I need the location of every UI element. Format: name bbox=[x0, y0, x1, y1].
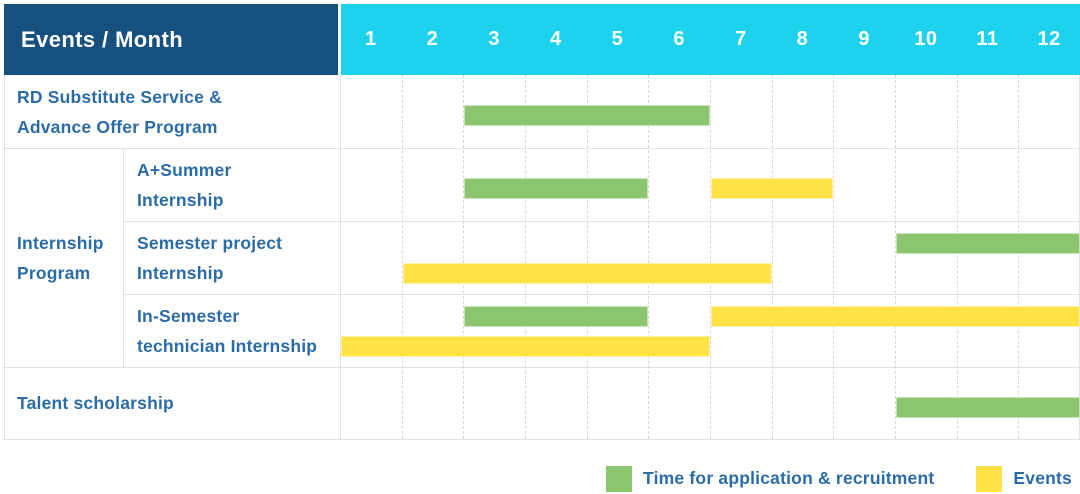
month-header-9: 9 bbox=[858, 28, 870, 50]
grid-border-left bbox=[4, 75, 5, 439]
row-separator-3 bbox=[4, 367, 1080, 368]
gantt-bar-application bbox=[464, 306, 649, 327]
month-gridline-6 bbox=[710, 75, 711, 439]
header-title: Events / Month bbox=[21, 26, 184, 52]
row-label-line: RD Substitute Service & bbox=[17, 86, 222, 107]
group-label-line: Program bbox=[17, 262, 91, 283]
month-gridline-3 bbox=[525, 75, 526, 439]
month-header-1: 1 bbox=[365, 28, 377, 50]
gantt-bar-event bbox=[711, 306, 1080, 327]
row-label-line: Talent scholarship bbox=[17, 393, 174, 413]
month-header-3: 3 bbox=[488, 28, 500, 50]
row-label-line: Internship bbox=[137, 262, 224, 283]
row-label-line: A+Summer bbox=[137, 159, 232, 180]
month-header-4: 4 bbox=[550, 28, 562, 50]
legend-item-application: Time for application & recruitment bbox=[606, 465, 935, 492]
label-grid-divider bbox=[340, 75, 341, 439]
grid-border-bottom bbox=[4, 439, 1080, 440]
row-label-0: RD Substitute Service & Advance Offer Pro… bbox=[17, 75, 334, 148]
month-header-5: 5 bbox=[611, 28, 624, 50]
legend-label-application: Time for application & recruitment bbox=[643, 468, 935, 488]
row-separator-1 bbox=[123, 221, 1080, 222]
gantt-bar-application bbox=[464, 105, 710, 126]
row-separator-0 bbox=[4, 148, 1080, 149]
month-header-6: 6 bbox=[673, 28, 685, 50]
gantt-bar-event bbox=[711, 178, 834, 199]
gantt-bar-event bbox=[402, 263, 772, 284]
gantt-bar-application bbox=[896, 233, 1080, 254]
month-gridline-11 bbox=[1018, 75, 1020, 439]
row-label-4: Talent scholarship bbox=[17, 367, 334, 439]
legend-label-event: Events bbox=[1013, 468, 1072, 488]
month-header-11: 11 bbox=[976, 28, 999, 50]
month-gridline-2 bbox=[463, 75, 465, 439]
group-label-line: Internship bbox=[17, 232, 104, 253]
month-gridline-9 bbox=[895, 75, 896, 439]
month-gridline-1 bbox=[401, 75, 403, 439]
row-separator-2 bbox=[123, 294, 1080, 295]
row-label-line: Advance Offer Program bbox=[17, 116, 218, 137]
month-header-8: 8 bbox=[796, 28, 809, 50]
row-label-line: Internship bbox=[137, 189, 224, 210]
legend-swatch-application bbox=[606, 465, 633, 492]
gantt-bar-event bbox=[341, 336, 710, 357]
month-gridline-5 bbox=[648, 75, 650, 439]
group-divider bbox=[123, 148, 124, 367]
month-header-12: 12 bbox=[1037, 28, 1061, 50]
month-gridline-8 bbox=[833, 75, 835, 439]
gantt-bar-application bbox=[464, 178, 649, 199]
legend-swatch-event bbox=[976, 465, 1003, 492]
legend: Time for application & recruitment Events bbox=[606, 465, 1072, 492]
group-label-internship-program: Internship Program bbox=[17, 148, 123, 367]
row-label-line: technician Internship bbox=[137, 335, 318, 356]
header-events-month-cell: Events / Month bbox=[4, 4, 338, 75]
row-label-3: In-Semester technician Internship bbox=[137, 294, 334, 367]
row-label-1: A+Summer Internship bbox=[137, 148, 334, 221]
month-gridline-4 bbox=[586, 75, 588, 439]
month-gridline-7 bbox=[771, 75, 773, 439]
row-label-line: Semester project bbox=[137, 232, 283, 253]
row-label-2: Semester project Internship bbox=[137, 221, 334, 294]
header-month-row: 1 2 3 4 5 6 7 8 9 10 11 12 bbox=[341, 4, 1080, 75]
month-header-2: 2 bbox=[426, 28, 439, 50]
month-gridline-10 bbox=[956, 75, 958, 439]
row-label-line: In-Semester bbox=[137, 305, 240, 326]
gantt-bar-application bbox=[896, 397, 1080, 418]
month-header-7: 7 bbox=[735, 28, 747, 50]
legend-item-event: Events bbox=[976, 465, 1072, 492]
month-header-10: 10 bbox=[914, 28, 938, 50]
